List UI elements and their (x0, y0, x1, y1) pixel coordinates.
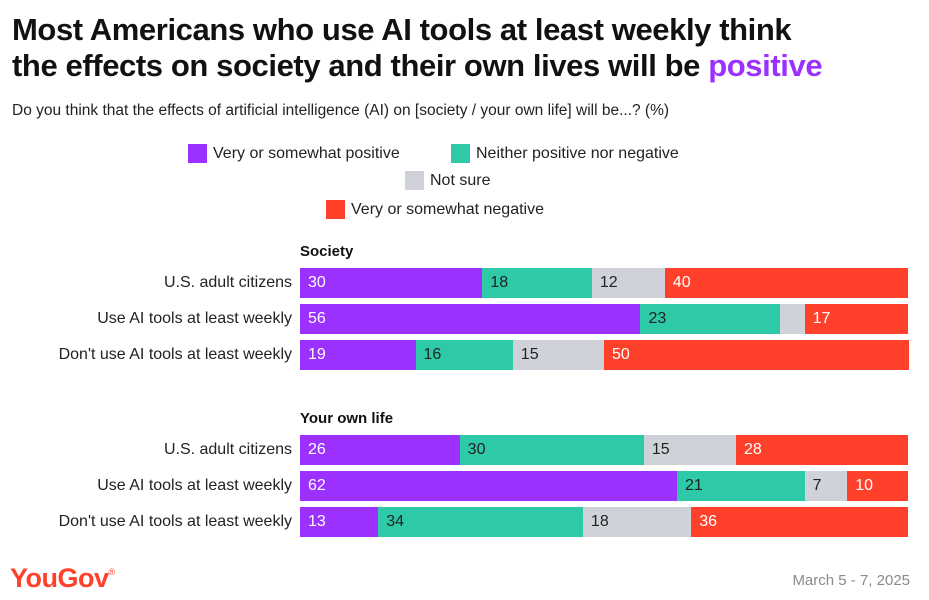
bar-segment-neither (640, 304, 781, 334)
bar-segment-positive (300, 435, 461, 465)
yougov-logo: YouGov® (10, 563, 115, 594)
legend-item-not-sure: Not sure (405, 171, 490, 190)
row-label: Use AI tools at least weekly (97, 310, 292, 327)
legend-swatch-positive (188, 144, 207, 163)
bar-value-label: 40 (672, 274, 691, 291)
bar-value-label: 30 (308, 274, 326, 291)
row-label: Use AI tools at least weekly (97, 477, 292, 494)
legend-item-neither: Neither positive nor negative (451, 144, 679, 163)
bar-value-label: 15 (520, 346, 539, 363)
row-label: Don't use AI tools at least weekly (58, 346, 292, 363)
logo-registered-mark: ® (108, 567, 116, 577)
bar-segment-positive (300, 340, 417, 370)
group-label-society: Society (300, 243, 354, 260)
legend-label-neither: Neither positive nor negative (476, 144, 679, 162)
row-label: Don't use AI tools at least weekly (58, 513, 292, 530)
legend-label-positive: Very or somewhat positive (213, 144, 400, 162)
bar-segment-negative (736, 435, 909, 465)
bar-segment-neither (676, 471, 806, 501)
title-line-2: the effects on society and their own liv… (12, 48, 709, 83)
bar-segment-neither (482, 268, 593, 298)
bar-value-label: 10 (855, 477, 873, 494)
legend-swatch-not-sure (405, 171, 424, 190)
legend-label-not-sure: Not sure (430, 171, 491, 189)
bar-value-label: 56 (308, 310, 326, 327)
bar-value-label: 21 (684, 477, 703, 494)
row-label: U.S. adult citizens (163, 274, 292, 291)
bar-value-label: 15 (651, 441, 670, 458)
bar-value-label: 30 (467, 441, 486, 458)
bar-segment-not-sure (804, 471, 848, 501)
bar-segment-not-sure (512, 340, 605, 370)
chart-title: Most Americans who use AI tools at least… (12, 12, 922, 84)
legend-swatch-negative (326, 200, 345, 219)
survey-date: March 5 - 7, 2025 (792, 572, 910, 589)
bar-value-label: 12 (599, 274, 618, 291)
legend-swatch-neither (451, 144, 470, 163)
chart-subtitle: Do you think that the effects of artific… (12, 102, 670, 119)
bar-segment-not-sure (780, 304, 806, 334)
bar-segment-not-sure (582, 507, 692, 537)
bar-segment-positive (300, 304, 641, 334)
bar-value-label: 13 (308, 513, 326, 530)
bar-segment-neither (378, 507, 584, 537)
bar-value-label: 7 (812, 477, 822, 494)
bar-value-label: 62 (308, 477, 326, 494)
bar-value-label: 23 (648, 310, 667, 327)
legend-item-positive: Very or somewhat positive (188, 144, 400, 163)
bar-segment-negative (847, 471, 909, 501)
bar-value-label: 18 (490, 274, 509, 291)
title-accent-word: positive (708, 48, 823, 83)
bar-segment-negative (604, 340, 909, 370)
bar-value-label: 19 (308, 346, 326, 363)
bar-segment-neither (415, 340, 514, 370)
bar-segment-not-sure (591, 268, 666, 298)
logo-text: YouGov (10, 563, 109, 593)
bar-segment-negative (664, 268, 909, 298)
row-label: U.S. adult citizens (163, 441, 292, 458)
bar-segment-negative (691, 507, 909, 537)
legend-label-negative: Very or somewhat negative (351, 200, 544, 218)
group-label-own-life: Your own life (300, 410, 394, 427)
bar-segment-not-sure (643, 435, 737, 465)
bar-value-label: 26 (308, 441, 326, 458)
bar-value-label: 34 (386, 513, 405, 530)
bar-segment-negative (804, 304, 909, 334)
bar-value-label: 16 (423, 346, 442, 363)
bar-segment-positive (300, 471, 678, 501)
bar-value-label: 18 (590, 513, 609, 530)
bar-value-label: 17 (812, 310, 831, 327)
bar-value-label: 50 (612, 346, 630, 363)
bar-segment-positive (300, 268, 483, 298)
title-line-1: Most Americans who use AI tools at least… (12, 12, 792, 47)
bar-segment-positive (300, 507, 379, 537)
bar-value-label: 36 (699, 513, 718, 530)
bar-value-label: 28 (744, 441, 762, 458)
bar-segment-neither (459, 435, 645, 465)
legend-item-negative: Very or somewhat negative (326, 200, 544, 219)
